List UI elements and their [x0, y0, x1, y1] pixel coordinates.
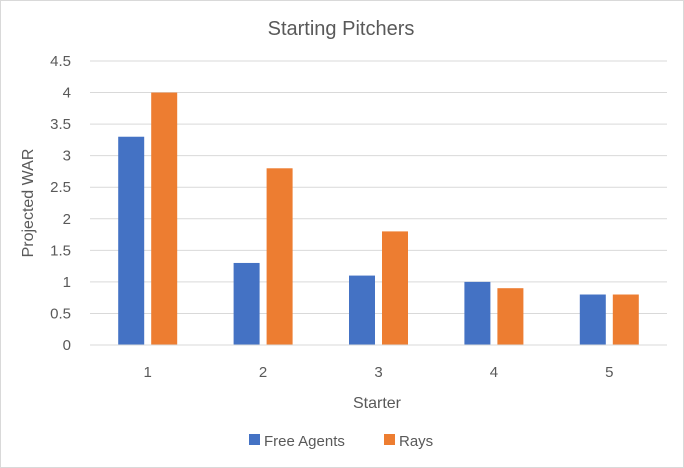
gridlines	[90, 60, 667, 314]
x-tick-label: 2	[259, 364, 267, 381]
y-tick-label: 2	[63, 211, 71, 228]
y-tick-label: 4	[63, 85, 71, 102]
bar-rays-1	[151, 92, 178, 345]
legend: Free Agents Rays	[249, 433, 433, 450]
x-axis-title: Starter	[353, 395, 402, 412]
bar-rays-2	[266, 168, 293, 345]
chart-title: Starting Pitchers	[268, 18, 415, 40]
bars	[118, 92, 639, 345]
x-axis-ticks: 1 2 3 4 5	[144, 364, 614, 381]
y-tick-label: 1	[63, 274, 71, 291]
bar-free-agents-5	[579, 294, 606, 345]
y-tick-label: 0	[63, 337, 71, 354]
y-tick-label: 0.5	[50, 305, 71, 322]
y-axis-ticks: 0 0.5 1 1.5 2 2.5 3 3.5 4 4.5	[50, 53, 71, 354]
y-tick-label: 3.5	[50, 116, 71, 133]
x-tick-label: 3	[374, 364, 382, 381]
legend-swatch	[249, 434, 260, 445]
y-tick-label: 3	[63, 148, 71, 165]
x-tick-label: 5	[605, 364, 613, 381]
legend-label: Rays	[399, 433, 433, 450]
x-tick-label: 4	[490, 364, 498, 381]
bar-rays-5	[612, 294, 639, 345]
y-tick-label: 1.5	[50, 242, 71, 259]
bar-rays-4	[497, 288, 524, 345]
y-axis-title: Projected WAR	[20, 149, 37, 258]
legend-label: Free Agents	[264, 433, 345, 450]
y-tick-label: 4.5	[50, 53, 71, 70]
bar-free-agents-4	[464, 281, 491, 345]
legend-swatch	[384, 434, 395, 445]
bar-free-agents-2	[233, 262, 260, 345]
y-tick-label: 2.5	[50, 179, 71, 196]
bar-rays-3	[382, 231, 408, 345]
bar-free-agents-3	[349, 275, 375, 345]
x-tick-label: 1	[144, 364, 152, 381]
bar-free-agents-1	[118, 136, 145, 345]
